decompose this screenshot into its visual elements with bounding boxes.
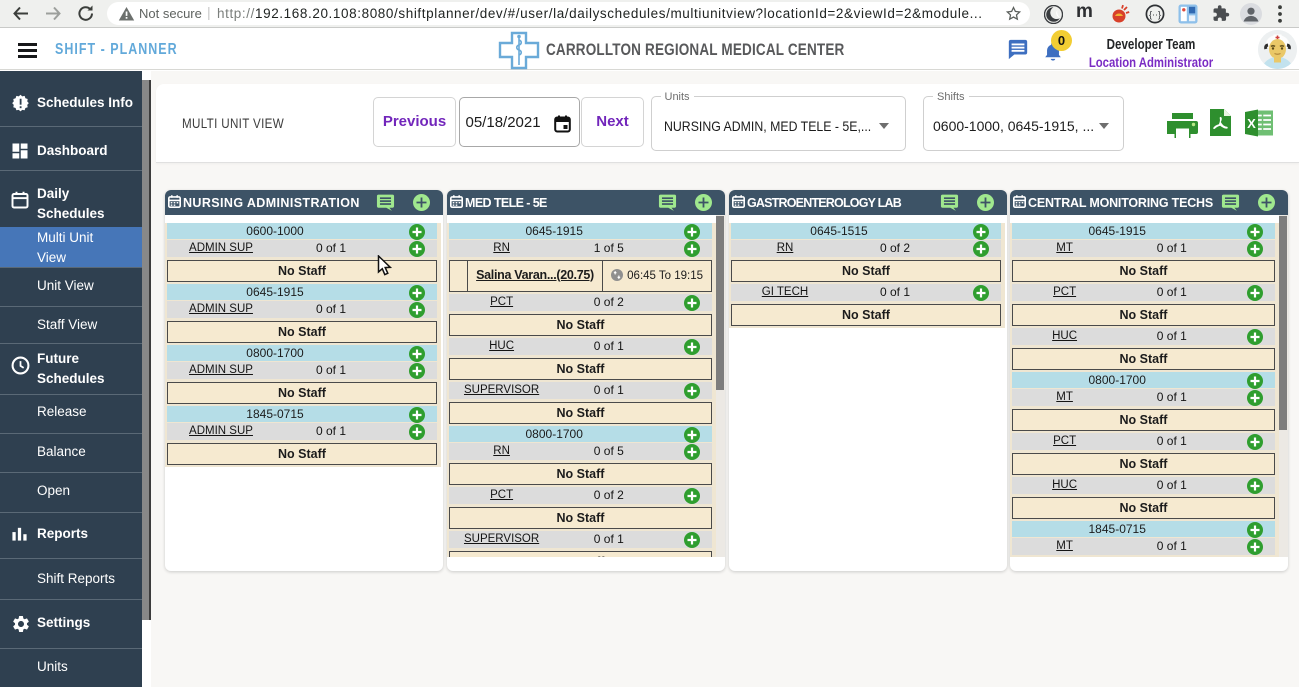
svg-text:{··}: {··} bbox=[1149, 10, 1161, 20]
svg-text:X: X bbox=[1247, 116, 1256, 131]
